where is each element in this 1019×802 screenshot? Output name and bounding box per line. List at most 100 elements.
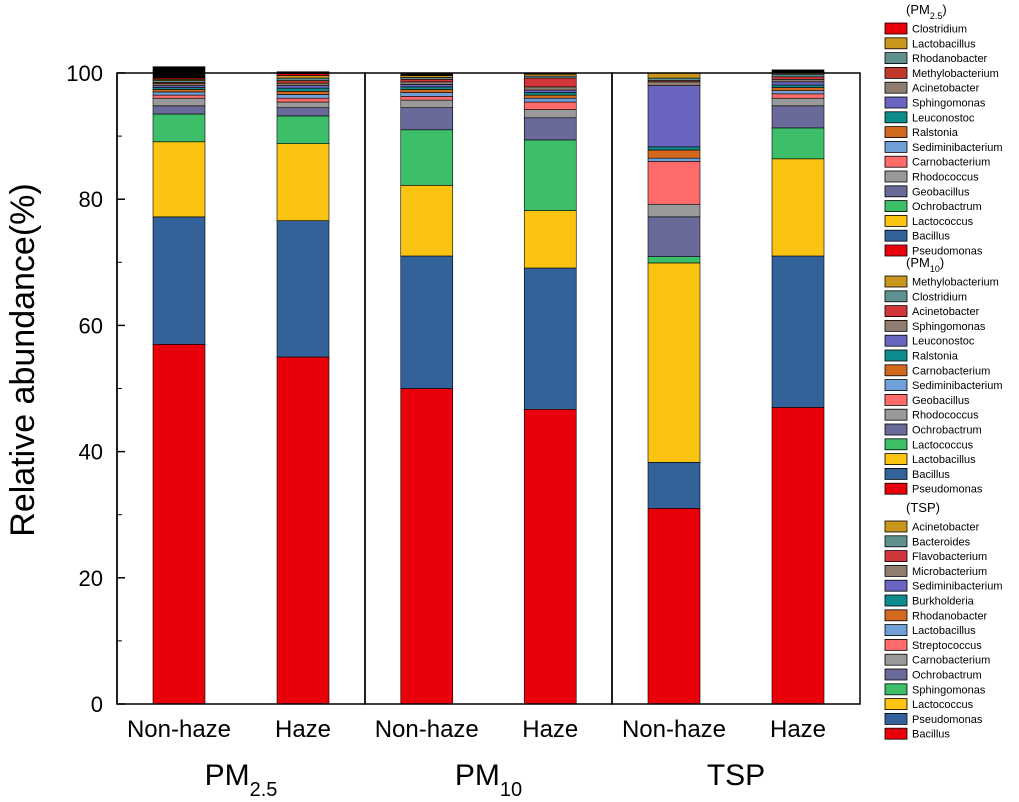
bar-segment-pseudomonas — [276, 356, 330, 705]
legend-swatch — [884, 482, 908, 495]
bar-segment-rhodococcus — [276, 101, 330, 109]
legend-label: Ochrobactrum — [912, 670, 982, 682]
bar-segment-bacteroides — [647, 77, 701, 81]
legend-swatch — [884, 364, 908, 377]
legend-swatch — [884, 96, 908, 109]
legend-swatch — [884, 683, 908, 696]
legend-title-main: (PM — [906, 2, 930, 17]
legend-label: Lactococcus — [912, 439, 974, 451]
bar-segment-flavobacterium — [771, 76, 825, 80]
legend-title: (PM10) — [906, 255, 944, 274]
bar-segment-acinetobacter — [647, 72, 701, 79]
legend-label: Sphingomonas — [912, 98, 986, 110]
group-label: TSP — [707, 759, 765, 792]
bar-segment-bacillus — [276, 220, 330, 358]
group-label-sub: 2.5 — [250, 779, 278, 801]
legend-swatch — [884, 37, 908, 50]
legend-swatch — [884, 467, 908, 480]
bar-segment-sphingomonas — [647, 256, 701, 264]
legend-swatch — [884, 200, 908, 213]
legend-swatch — [884, 319, 908, 332]
bar-segment-ralstonia — [523, 92, 577, 96]
legend-swatch — [884, 408, 908, 421]
bar-segment-ralstonia — [152, 89, 206, 93]
legend-title-main: (PM — [906, 255, 930, 270]
legend-title: (TSP) — [906, 500, 940, 515]
bar-segment-lactococcus — [523, 139, 577, 211]
legend-label: Ochrobactrum — [912, 201, 982, 213]
legends: (PM2.5)ClostridiumLactobacillusRhodanoba… — [884, 2, 1002, 741]
bar-segment-geobacillus — [276, 107, 330, 117]
bar-segment-pseudomonas — [771, 255, 825, 408]
bar-segment-sediminibacterium — [276, 94, 330, 99]
legend-swatch — [884, 609, 908, 622]
legend-swatch — [884, 639, 908, 651]
bar-segment-leuconostoc — [276, 87, 330, 92]
bar-segment-ochrobactrum — [276, 115, 330, 144]
bar-segment-lactococcus — [276, 143, 330, 221]
legend-label: Methylobacterium — [912, 277, 999, 289]
legend-swatch — [884, 290, 908, 303]
legend-swatch — [884, 453, 908, 466]
legend-label: Bacteroides — [912, 536, 971, 548]
legend-label: Lactobacillus — [912, 38, 976, 50]
legend-title-sub: 2.5 — [930, 11, 943, 21]
legend-label: Lactobacillus — [912, 625, 976, 637]
legend-swatch — [884, 185, 908, 198]
bar-segment-sediminibacterium — [400, 92, 454, 97]
bar-segment-sediminibacterium — [523, 97, 577, 103]
bar-segment-pseudomonas — [400, 388, 454, 705]
legend-label: Carnobacterium — [912, 655, 990, 667]
bar-segment-sphingomonas — [276, 85, 330, 89]
bar-segment-carnobacterium — [276, 97, 330, 103]
bar-segment-lactococcus — [400, 129, 454, 186]
bar-segment-burkholderia — [647, 146, 701, 151]
category-label: Non-haze — [375, 716, 479, 743]
group-label-main: TSP — [707, 759, 765, 792]
legend-label: Ralstonia — [912, 351, 959, 363]
legend-group: (TSP) Acinetobacter Bacteroides Flavobacter… — [884, 500, 1002, 741]
legend-label: Streptococcus — [912, 640, 982, 652]
bar-segment-lactococcus — [152, 141, 206, 218]
panel-frame — [611, 72, 861, 705]
bar-segment-geobacillus — [400, 96, 454, 101]
legend-title-end: ) — [942, 2, 946, 17]
category-label: Haze — [522, 716, 578, 743]
legend-label: Bacillus — [912, 231, 950, 243]
y-tick-label: 40 — [79, 440, 103, 465]
legend-swatch — [884, 653, 908, 666]
bar-segment-ochrobactrum — [647, 216, 701, 257]
bar-segment-leuconostoc — [523, 89, 577, 93]
legend-swatch — [884, 305, 908, 318]
bar-segment-pseudomonas — [152, 344, 206, 705]
bar-segment-ochrobactrum — [523, 117, 577, 141]
legend-swatch — [884, 81, 908, 94]
y-tick-label: 60 — [79, 313, 103, 338]
y-tick-label: 20 — [79, 566, 103, 591]
legend-label: Rhodococcus — [912, 172, 979, 184]
bar-segment-carnobacterium — [523, 94, 577, 99]
bar-segment-sediminibacterium — [647, 85, 701, 148]
legend-swatch — [884, 111, 908, 124]
bar-segment-geobacillus — [523, 101, 577, 110]
bar-segment-bacteroides — [771, 73, 825, 78]
bar-segment-acinetobacter — [276, 82, 330, 86]
bar-segment-bacillus — [152, 216, 206, 345]
category-label: Haze — [770, 716, 826, 743]
legend-label: Rhodanobacter — [912, 610, 988, 622]
legend-swatch — [884, 140, 908, 153]
legend-label: Geobacillus — [912, 395, 970, 407]
bar-segment-ochrobactrum — [152, 113, 206, 143]
bar-segment-carnobacterium — [647, 203, 701, 218]
bar-segment-carnobacterium — [400, 89, 454, 93]
legend-swatch — [884, 67, 908, 79]
legend-swatch — [884, 126, 908, 138]
y-axis-label: Relative abundance(%) — [4, 183, 42, 536]
category-label: Non-haze — [622, 716, 726, 743]
category-label: Non-haze — [127, 716, 231, 743]
bar-segment-streptococcus — [647, 161, 701, 205]
bar-segment-lactobacillus — [400, 185, 454, 257]
bar-segment-ochrobactrum — [771, 105, 825, 129]
category-label: Haze — [275, 716, 331, 743]
